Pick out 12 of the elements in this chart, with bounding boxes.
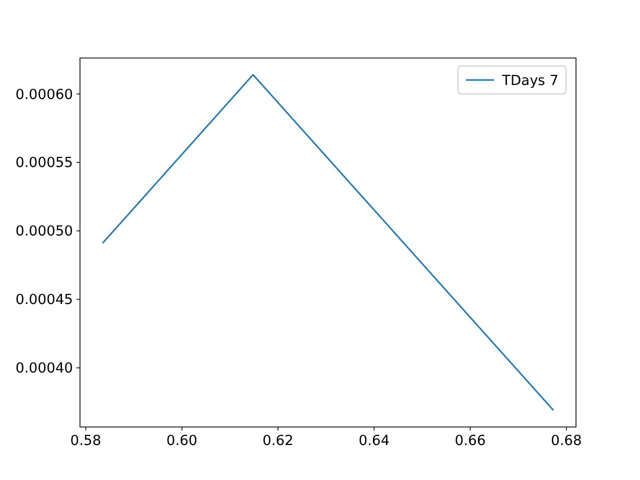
x-tick-label: 0.64: [358, 433, 390, 449]
y-tick-label: 0.00050: [16, 224, 73, 240]
y-tick-label: 0.00040: [16, 360, 73, 377]
x-tick-label: 0.66: [454, 433, 486, 449]
x-tick-label: 0.68: [550, 433, 582, 449]
y-tick-label: 0.00045: [16, 292, 73, 308]
y-tick-label: 0.00060: [16, 86, 73, 103]
x-tick-label: 0.58: [70, 433, 102, 449]
x-tick-label: 0.62: [262, 433, 294, 449]
legend-label: TDays 7: [501, 72, 558, 89]
x-tick-label: 0.60: [166, 433, 198, 449]
y-tick-label: 0.00055: [16, 155, 73, 172]
